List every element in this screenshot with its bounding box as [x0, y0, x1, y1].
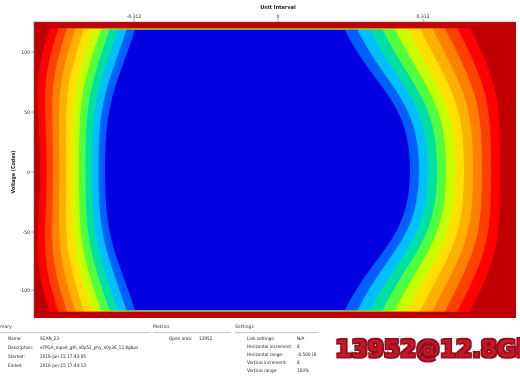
summary-description-value: xFPGA_mpod_gth_x0y52_phy_x0y36_12.8gbps	[40, 345, 139, 350]
settings-header: Settings	[235, 325, 254, 330]
eye-diagram-plot[interactable]: Unit Interval -0.312 0 0.312 100 50 0 -5…	[0, 0, 520, 322]
y-axis-title: Voltage (Codes)	[11, 150, 17, 193]
y-tick-label: 0	[27, 170, 30, 176]
y-tick-label: -50	[23, 230, 30, 236]
y-tick-label: 50	[24, 110, 30, 116]
y-tick-label: 100	[21, 50, 30, 56]
summary-ended-label: Ended:	[8, 363, 23, 368]
settings-h-increment-label: Horizontal increment:	[247, 344, 293, 349]
summary-started-label: Started:	[8, 354, 25, 359]
settings-h-range-value: -0.500 UI	[297, 352, 317, 357]
settings-panel: Settings Link settings: N/A Horizontal i…	[235, 322, 318, 379]
settings-v-range-label: Vertical range:	[247, 368, 278, 373]
settings-v-increment-label: Vertical increment:	[247, 360, 287, 365]
eye-contours	[37, 28, 500, 312]
contour-band	[105, 30, 410, 310]
x-tick-label: 0.312	[417, 14, 430, 20]
metrics-open-area-label: Open area:	[169, 336, 193, 341]
eye-diagram-svg: Unit Interval -0.312 0 0.312 100 50 0 -5…	[11, 5, 516, 318]
summary-name-value: SCAN_23	[40, 336, 60, 341]
settings-link-label: Link settings:	[247, 336, 276, 341]
summary-header: mary	[0, 325, 12, 330]
settings-v-range-value: 100%	[297, 368, 309, 373]
summary-ended-value: 2016-Jun-15 17:44:13	[40, 363, 86, 368]
x-axis-title: Unit Interval	[260, 5, 296, 11]
settings-h-increment-value: 8	[297, 344, 300, 349]
result-label: 13952@12.8Gb	[335, 335, 520, 363]
settings-h-range-label: Horizontal range:	[247, 352, 284, 357]
summary-description-label: Description:	[8, 345, 34, 350]
metrics-header: Metrics	[153, 325, 170, 330]
summary-panel: mary Name: SCAN_23 Description: xFPGA_mp…	[0, 322, 150, 379]
metrics-panel: Metrics Open area: 13952	[153, 322, 231, 379]
x-tick-label: 0	[277, 14, 280, 20]
settings-link-value: N/A	[297, 336, 305, 341]
y-tick-label: -100	[20, 288, 30, 294]
metrics-open-area-value: 13952	[199, 336, 213, 341]
summary-started-value: 2016-Jun-15 17:43:05	[40, 354, 86, 359]
settings-v-increment-value: 8	[297, 360, 300, 365]
x-tick-label: -0.312	[127, 14, 142, 20]
summary-name-label: Name:	[8, 336, 22, 341]
